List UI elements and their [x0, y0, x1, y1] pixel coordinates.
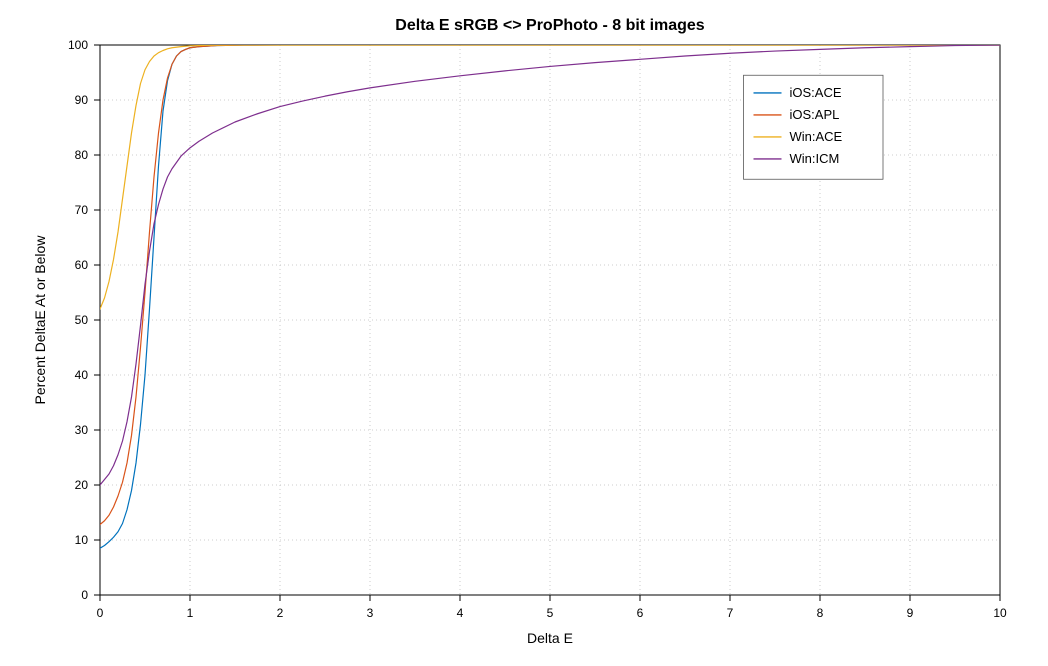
chart-title: Delta E sRGB <> ProPhoto - 8 bit images — [395, 17, 705, 34]
x-axis-label: Delta E — [527, 630, 573, 646]
chart-container: 0123456789100102030405060708090100Delta … — [0, 0, 1048, 666]
legend: iOS:ACE iOS:APL Win:ACE Win:ICM — [744, 75, 884, 179]
legend-label: iOS:APL — [790, 107, 840, 122]
y-tick-label: 80 — [75, 148, 89, 162]
x-tick-label: 4 — [457, 606, 464, 620]
y-tick-label: 60 — [75, 258, 89, 272]
x-tick-label: 1 — [187, 606, 194, 620]
y-axis-label: Percent DeltaE At or Below — [32, 235, 48, 405]
x-tick-label: 0 — [97, 606, 104, 620]
x-tick-label: 7 — [727, 606, 734, 620]
x-tick-label: 6 — [637, 606, 644, 620]
y-tick-label: 0 — [81, 588, 88, 602]
y-tick-label: 90 — [75, 93, 89, 107]
legend-label: Win:ICM — [790, 151, 840, 166]
y-tick-label: 70 — [75, 203, 89, 217]
legend-label: Win:ACE — [790, 129, 843, 144]
x-tick-label: 3 — [367, 606, 374, 620]
x-tick-label: 10 — [993, 606, 1007, 620]
y-tick-label: 40 — [75, 368, 89, 382]
x-tick-label: 8 — [817, 606, 824, 620]
x-tick-label: 5 — [547, 606, 554, 620]
y-tick-label: 30 — [75, 423, 89, 437]
y-tick-label: 100 — [68, 38, 88, 52]
y-tick-label: 10 — [75, 533, 89, 547]
x-tick-label: 2 — [277, 606, 284, 620]
legend-label: iOS:ACE — [790, 85, 842, 100]
y-tick-label: 20 — [75, 478, 89, 492]
line-chart: 0123456789100102030405060708090100Delta … — [0, 0, 1048, 666]
x-tick-label: 9 — [907, 606, 914, 620]
y-tick-label: 50 — [75, 313, 89, 327]
